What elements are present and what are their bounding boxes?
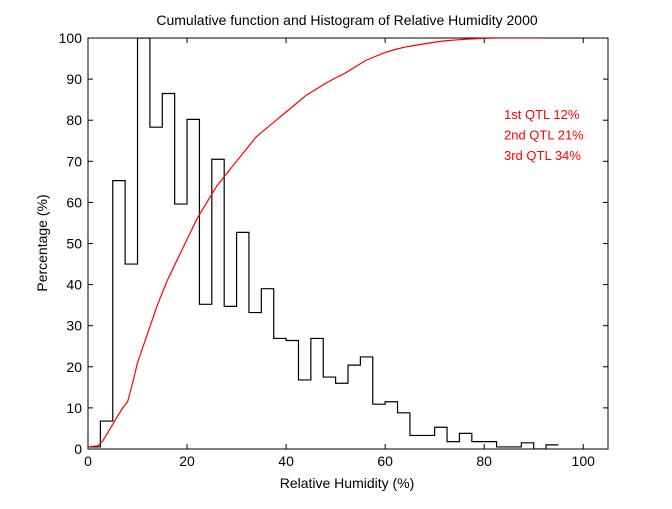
chart-title: Cumulative function and Histogram of Rel… [156, 12, 538, 28]
y-tick-label: 80 [66, 112, 82, 128]
y-tick-label: 30 [66, 318, 82, 334]
annotation-q3: 3rd QTL 34% [504, 148, 581, 163]
annotations: 1st QTL 12% 2nd QTL 21% 3rd QTL 34% [504, 107, 584, 163]
y-tick-label: 60 [66, 194, 82, 210]
x-tick-label: 0 [84, 453, 92, 469]
y-tick-label: 100 [59, 30, 83, 46]
histogram-series [88, 38, 559, 449]
data-layer [88, 38, 559, 449]
x-tick-label: 20 [179, 453, 195, 469]
plot-area: 0 20 40 60 80 100 0 10 20 30 40 50 60 70 80 90 100 [59, 30, 609, 469]
x-tick-label: 60 [377, 453, 393, 469]
axes-box [87, 37, 609, 450]
y-axis-label: Percentage (%) [34, 194, 50, 291]
annotation-q2: 2nd QTL 21% [504, 128, 584, 143]
cumulative-series [88, 38, 544, 448]
annotation-q1: 1st QTL 12% [504, 107, 580, 122]
y-tick-label: 0 [74, 441, 82, 457]
y-tick-label: 10 [66, 400, 82, 416]
y-tick-label: 20 [66, 359, 82, 375]
y-tick-label: 50 [66, 236, 82, 252]
x-tick-label: 40 [278, 453, 294, 469]
y-tick-label: 70 [66, 153, 82, 169]
x-tick-label: 100 [572, 453, 596, 469]
x-axis-label: Relative Humidity (%) [280, 475, 415, 491]
y-tick-label: 40 [66, 277, 82, 293]
y-tick-label: 90 [66, 71, 82, 87]
x-tick-label: 80 [476, 453, 492, 469]
